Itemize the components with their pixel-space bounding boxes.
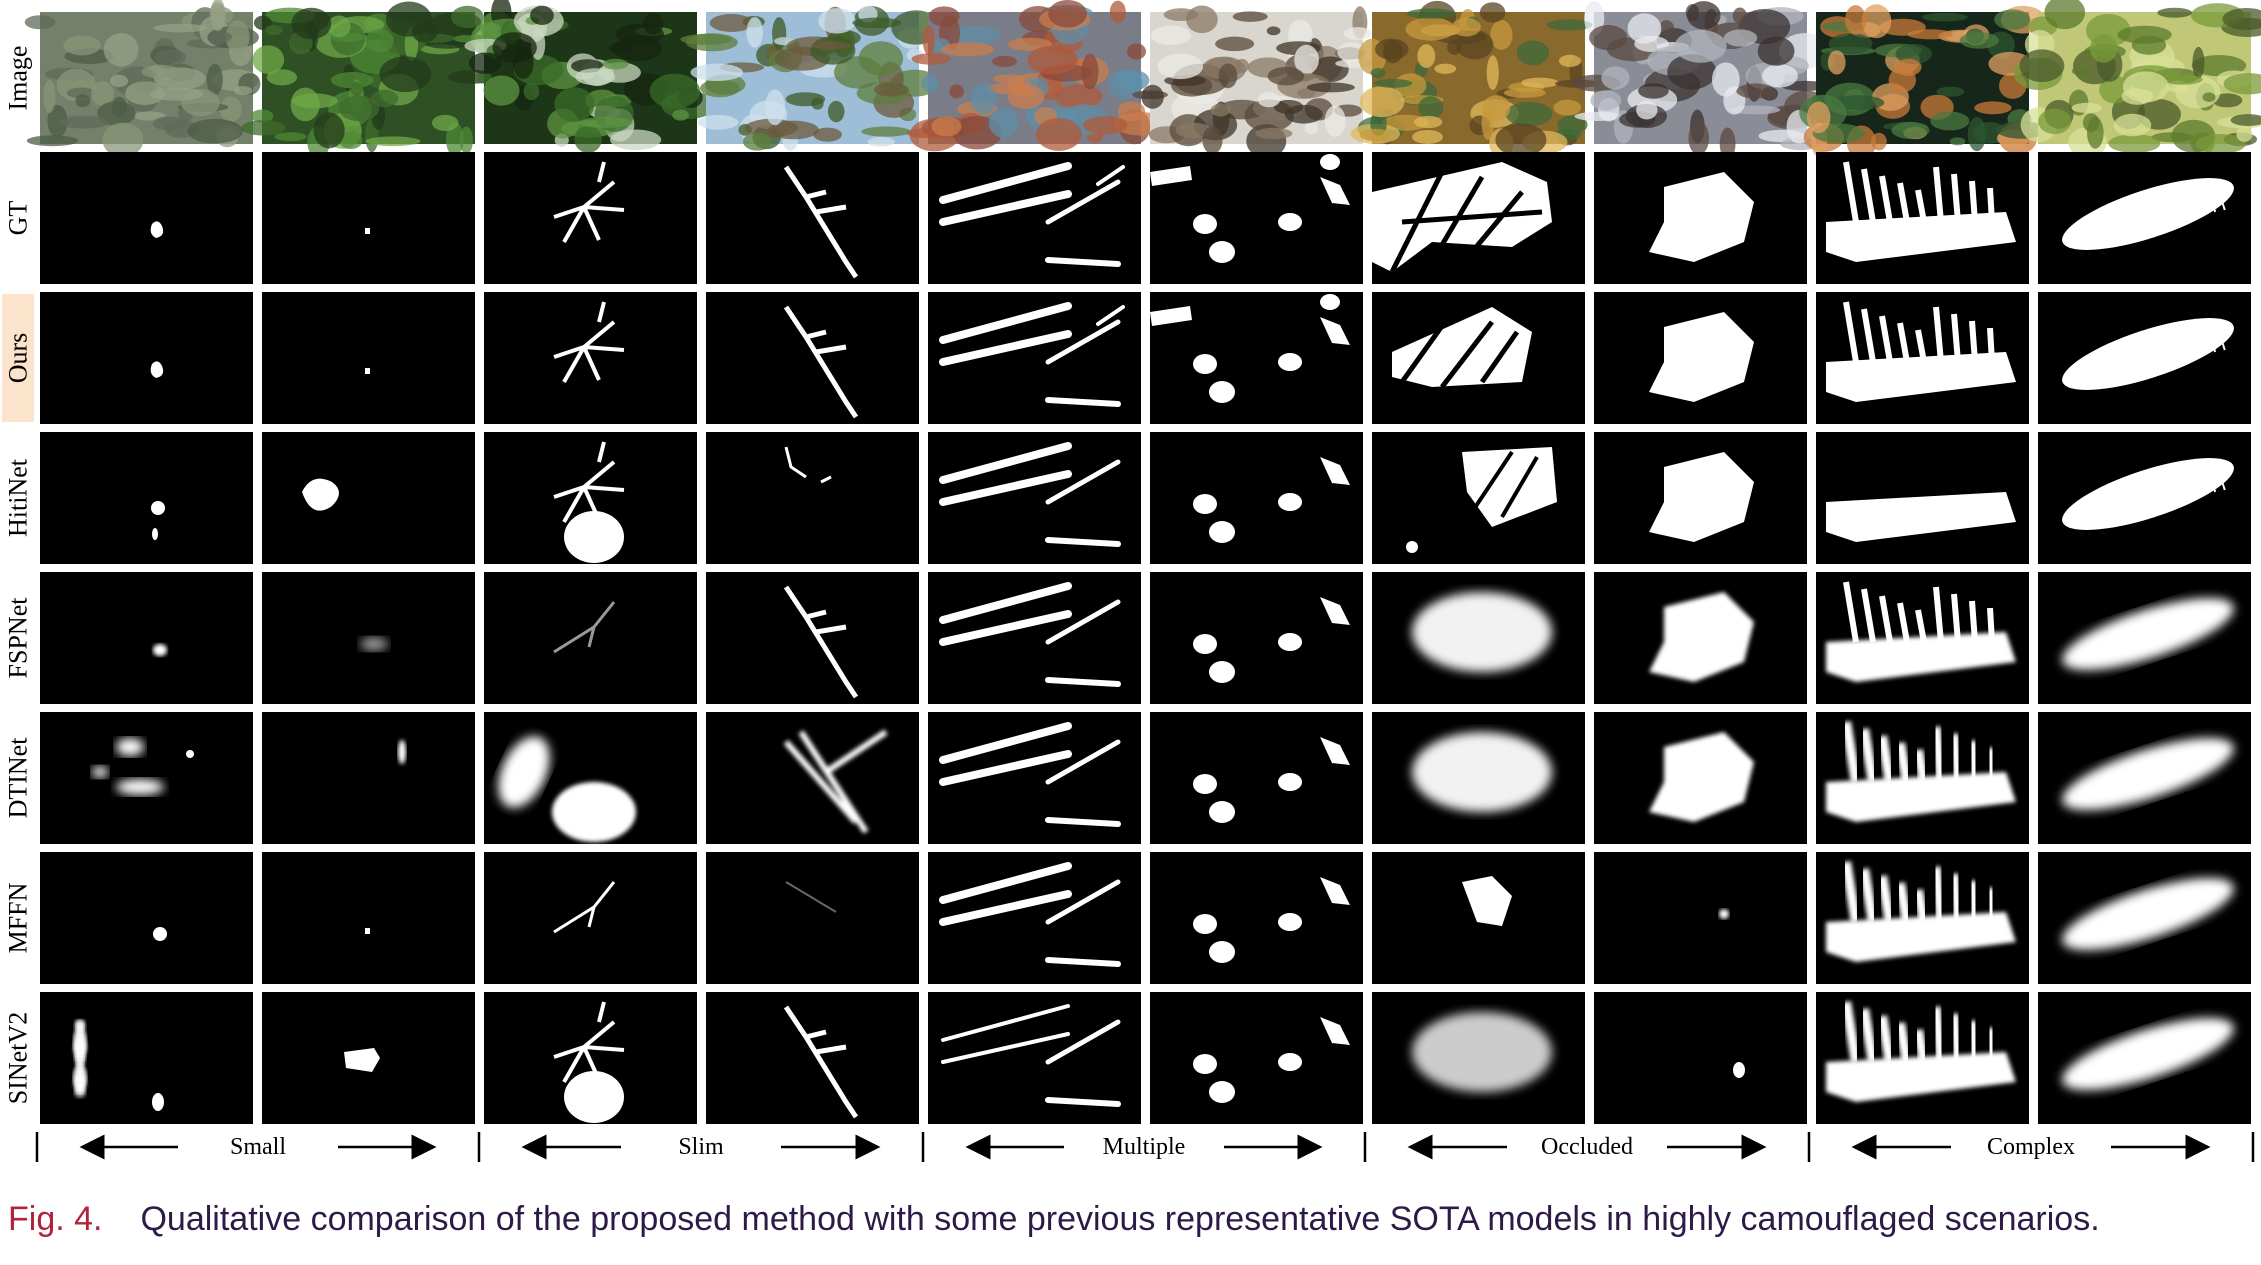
mask-cell bbox=[928, 432, 1141, 564]
input-image-cell bbox=[24, 0, 261, 158]
mask-cell bbox=[706, 992, 919, 1124]
input-image-cell bbox=[2013, 0, 2261, 158]
input-image-cell bbox=[464, 0, 716, 154]
mask-cell bbox=[1372, 992, 1585, 1124]
mask-cell bbox=[1150, 992, 1363, 1124]
mask-cell bbox=[262, 432, 475, 564]
mask-cell bbox=[262, 852, 475, 984]
mask-cell bbox=[1816, 292, 2029, 424]
mask-cell bbox=[262, 712, 475, 844]
input-image-cell bbox=[1799, 4, 2047, 160]
mask-cell bbox=[262, 292, 475, 424]
mask-cell bbox=[706, 712, 919, 844]
mask-cell bbox=[262, 992, 475, 1124]
mask-cell bbox=[1150, 292, 1363, 424]
row-label: HitiNet bbox=[4, 458, 33, 537]
mask-cell bbox=[484, 292, 697, 424]
mask-cell bbox=[262, 572, 475, 704]
input-image-cell bbox=[680, 5, 941, 151]
row-label-highlight bbox=[2, 294, 34, 422]
mask-cell bbox=[928, 572, 1141, 704]
mask-cell bbox=[706, 152, 919, 284]
mask-cell bbox=[2038, 992, 2251, 1124]
row-label: FSPNet bbox=[4, 597, 33, 679]
mask-cell bbox=[1816, 852, 2029, 984]
mask-cell bbox=[928, 152, 1141, 284]
mask-cell bbox=[484, 572, 697, 704]
mask-cell bbox=[1594, 432, 1807, 564]
mask-cell bbox=[1372, 712, 1585, 844]
mask-cell bbox=[928, 712, 1141, 844]
mask-cell bbox=[40, 992, 253, 1124]
mask-cell bbox=[1816, 712, 2029, 844]
mask-cell bbox=[1150, 712, 1363, 844]
group-label: Occluded bbox=[1541, 1134, 1633, 1160]
group-label: Multiple bbox=[1103, 1134, 1186, 1160]
mask-cell bbox=[2038, 712, 2251, 844]
mask-cell bbox=[928, 292, 1141, 424]
mask-cell bbox=[484, 852, 697, 984]
mask-cell bbox=[1594, 852, 1807, 984]
figure-caption: Fig. 4. Qualitative comparison of the pro… bbox=[8, 1200, 2100, 1239]
row-label: GT bbox=[4, 201, 33, 236]
row-label: SINetV2 bbox=[4, 1012, 33, 1104]
mask-cell bbox=[40, 852, 253, 984]
group-label: Small bbox=[230, 1134, 286, 1160]
caption-text: Qualitative comparison of the proposed m… bbox=[140, 1200, 2100, 1238]
mask-cell bbox=[40, 432, 253, 564]
mask-cell bbox=[928, 852, 1141, 984]
mask-cell bbox=[928, 992, 1141, 1124]
mask-cell bbox=[262, 152, 475, 284]
row-label: MFFN bbox=[4, 882, 33, 953]
mask-cell bbox=[40, 572, 253, 704]
mask-cell bbox=[1150, 852, 1363, 984]
mask-cell bbox=[1594, 712, 1807, 844]
input-image-cell bbox=[1350, 0, 1600, 158]
input-image-cell bbox=[906, 0, 1168, 152]
mask-cell bbox=[1594, 152, 1807, 284]
mask-cell bbox=[1816, 572, 2029, 704]
group-label: Complex bbox=[1987, 1134, 2075, 1160]
mask-cell bbox=[40, 292, 253, 424]
mask-cell bbox=[706, 572, 919, 704]
mask-cell bbox=[1150, 152, 1363, 284]
mask-cell bbox=[1150, 572, 1363, 704]
mask-cell bbox=[1372, 292, 1585, 424]
mask-cell bbox=[1816, 152, 2029, 284]
mask-cell bbox=[1816, 432, 2029, 564]
mask-cell bbox=[1816, 992, 2029, 1124]
mask-cell bbox=[1372, 432, 1585, 564]
mask-cell bbox=[2038, 432, 2251, 564]
mask-cell bbox=[1150, 432, 1363, 564]
input-image-cell bbox=[240, 1, 497, 159]
group-label: Slim bbox=[678, 1134, 724, 1160]
mask-cell bbox=[484, 432, 697, 564]
row-label: Image bbox=[4, 46, 33, 111]
input-image-cell bbox=[1132, 5, 1374, 159]
row-label: Ours bbox=[4, 333, 33, 384]
caption-label: Fig. 4. bbox=[8, 1200, 103, 1238]
mask-cell bbox=[40, 712, 253, 844]
mask-cell bbox=[1372, 152, 1585, 284]
mask-cell bbox=[706, 852, 919, 984]
mask-cell bbox=[1594, 992, 1807, 1124]
mask-cell bbox=[706, 432, 919, 564]
mask-cell bbox=[484, 712, 697, 844]
mask-cell bbox=[40, 152, 253, 284]
mask-cell bbox=[484, 152, 697, 284]
mask-cell bbox=[2038, 572, 2251, 704]
mask-cell bbox=[484, 992, 697, 1124]
row-label: DTINet bbox=[4, 737, 33, 819]
input-image-cell bbox=[1571, 0, 1833, 160]
mask-cell bbox=[1594, 292, 1807, 424]
mask-cell bbox=[1594, 572, 1807, 704]
mask-cell bbox=[2038, 292, 2251, 424]
mask-cell bbox=[2038, 152, 2251, 284]
mask-cell bbox=[1372, 572, 1585, 704]
mask-cell bbox=[706, 292, 919, 424]
mask-cell bbox=[2038, 852, 2251, 984]
mask-cell bbox=[1372, 852, 1585, 984]
